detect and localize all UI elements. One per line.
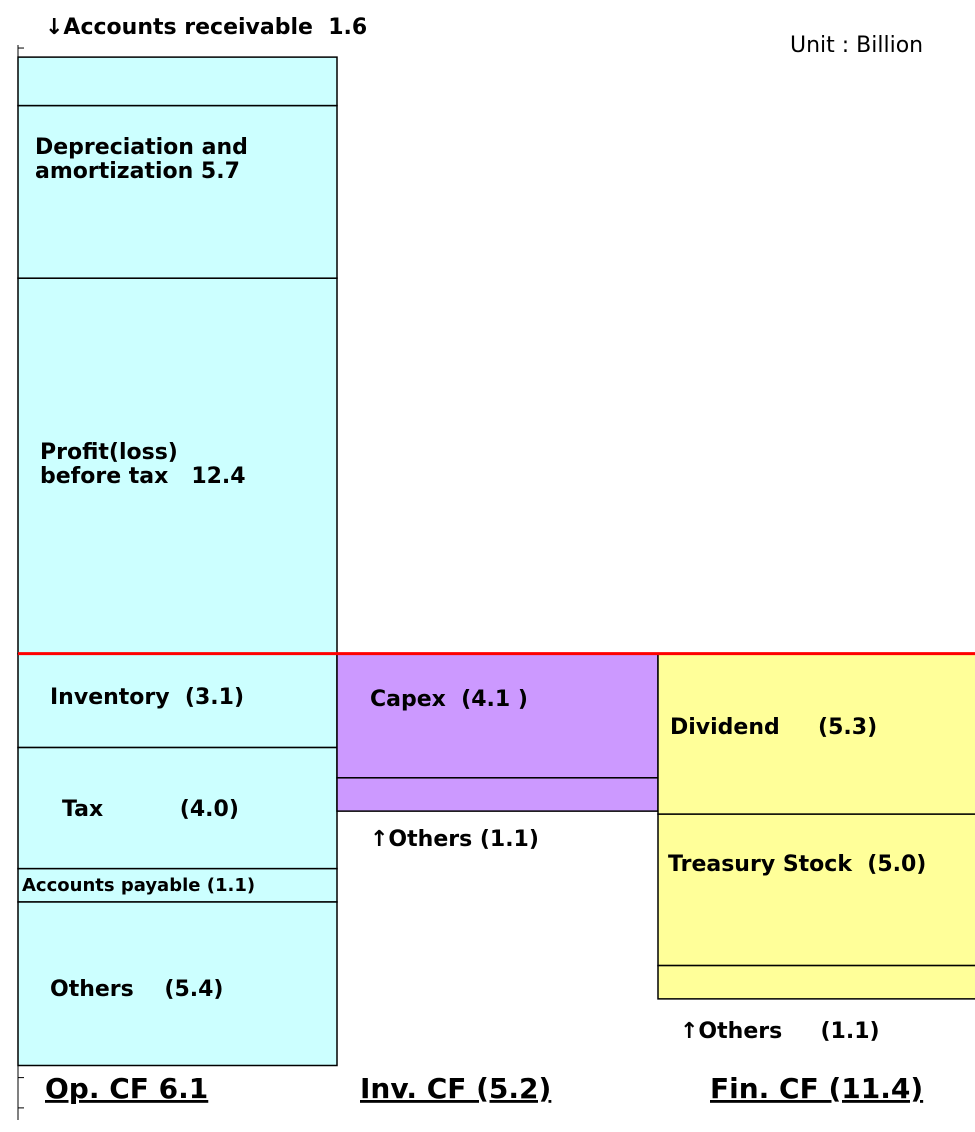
segment-label: Dividend (5.3) xyxy=(670,715,877,740)
segment-label: before tax 12.4 xyxy=(40,464,246,489)
segment xyxy=(17,277,338,655)
segment-label: ↑Others (1.1) xyxy=(680,1019,880,1044)
segment xyxy=(17,104,338,279)
segment xyxy=(657,652,975,815)
segment xyxy=(17,867,338,903)
segment-label: amortization 5.7 xyxy=(35,159,240,184)
segment-label: ↓Accounts receivable 1.6 xyxy=(45,15,367,40)
segment-label: Treasury Stock (5.0) xyxy=(668,852,926,877)
segment xyxy=(17,56,338,107)
segment-label: Profit(loss) xyxy=(40,440,178,465)
segment-label: Inventory (3.1) xyxy=(50,685,244,710)
segment xyxy=(657,964,975,1000)
segment xyxy=(336,652,659,779)
segment xyxy=(17,901,338,1067)
segment-label: Capex (4.1 ) xyxy=(370,687,528,712)
segment xyxy=(336,777,659,812)
segment-label: Others (5.4) xyxy=(50,977,223,1002)
segment xyxy=(17,746,338,870)
segment-label: Tax (4.0) xyxy=(62,797,239,822)
segment-label: ↑Others (1.1) xyxy=(370,827,539,852)
segment xyxy=(657,813,975,967)
column-total: Fin. CF (11.4) xyxy=(710,1072,923,1105)
column-total: Op. CF 6.1 xyxy=(45,1072,208,1105)
column-total: Inv. CF (5.2) xyxy=(360,1072,551,1105)
segment-label: Depreciation and xyxy=(35,135,248,160)
unit-label: Unit : Billion xyxy=(790,33,923,58)
segment-label: Accounts payable (1.1) xyxy=(22,875,255,896)
